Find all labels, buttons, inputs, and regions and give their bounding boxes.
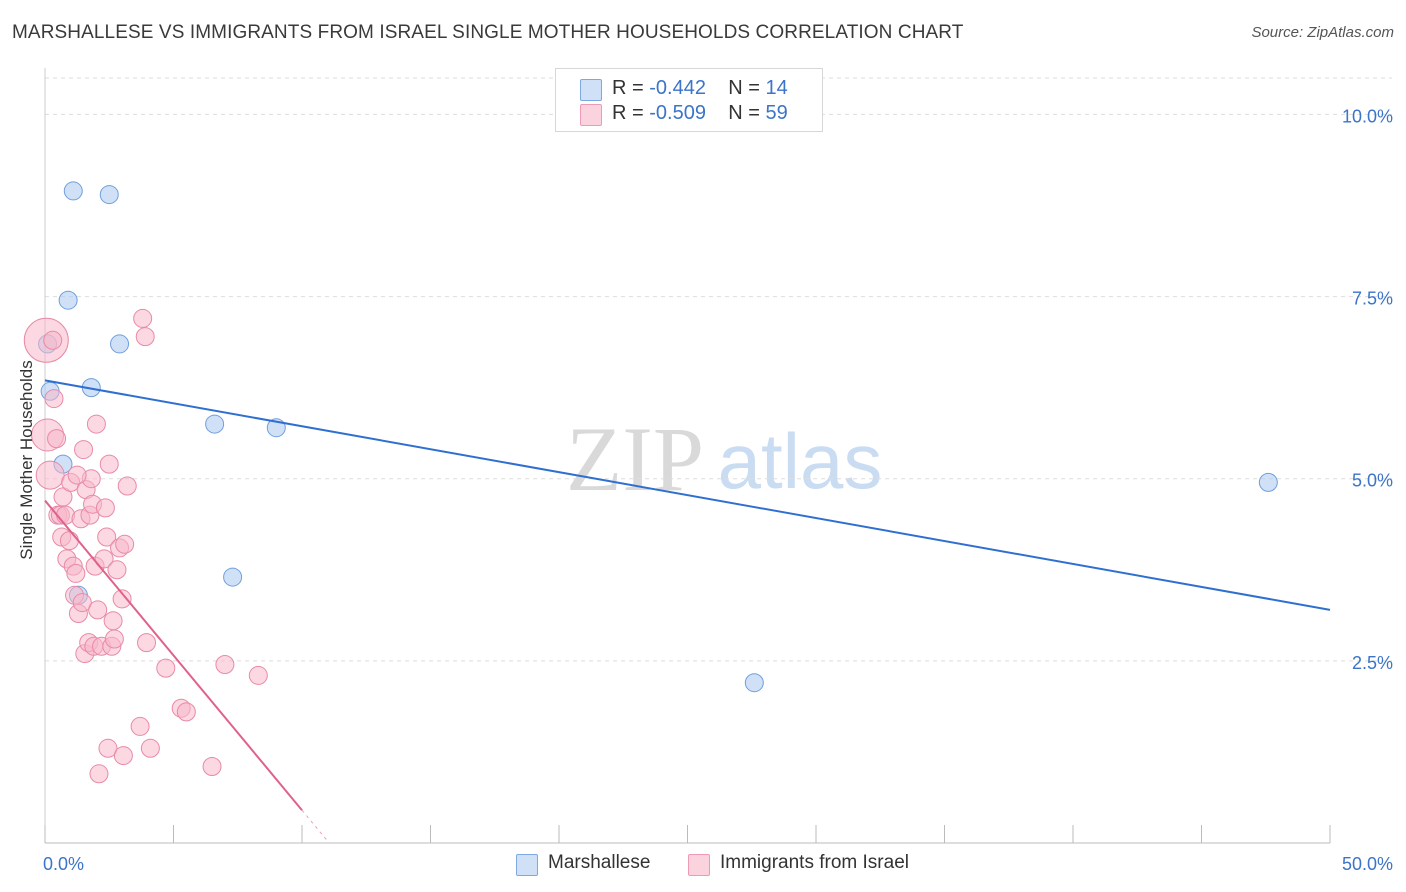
israel-point [115,534,135,554]
legend-swatch-marshallese [516,854,538,876]
israel-point [103,611,123,631]
israel-point [248,665,268,685]
israel-point [43,330,63,350]
israel-trend-line [44,499,303,811]
israel-point [156,658,176,678]
israel-point [202,757,222,776]
legend-swatch-israel [580,104,602,126]
israel-point [35,460,65,490]
series-legend: Marshallese Immigrants from Israel [0,852,1406,878]
y-axis-label: Single Mother Households [17,360,36,560]
israel-point [97,527,117,547]
israel-point [98,738,118,758]
israel-point [113,746,133,766]
legend-n-value: 14 [765,77,788,99]
marshallese-point [99,185,119,205]
israel-point [117,476,137,496]
x-tick-label: 0.0% [43,854,84,874]
israel-point [72,593,92,613]
legend-r-label: R = [612,77,650,99]
legend-label-marshallese: Marshallese [548,852,651,873]
israel-point [137,633,157,653]
correlation-legend: R = -0.442 N = 14 R = -0.509 N = 59 [555,68,823,132]
israel-point [95,498,115,518]
israel-point [89,764,109,784]
chart-title: MARSHALLESE VS IMMIGRANTS FROM ISRAEL SI… [12,22,964,43]
israel-point [47,429,67,449]
israel-point [107,560,127,580]
marshallese-point [58,290,78,310]
israel-point [133,308,153,328]
israel-point [176,702,196,722]
israel-point [140,738,160,758]
marshallese-point [744,673,764,693]
marshallese-point [110,334,130,354]
israel-point [104,629,124,649]
israel-point [99,454,119,474]
legend-n-label: N = [728,77,766,99]
israel-point [67,465,87,485]
israel-point [130,716,150,736]
israel-point [59,531,79,551]
israel-point [135,327,155,347]
source-credit: Source: ZipAtlas.com [1251,24,1394,41]
legend-r-value: -0.509 [649,102,706,124]
israel-point [44,389,64,409]
israel-trend-line-extension [301,809,329,842]
legend-n-label: N = [728,102,766,124]
x-tick-label: 50.0% [1342,854,1393,874]
marshallese-point [1258,472,1278,492]
legend-label-israel: Immigrants from Israel [720,852,909,873]
y-tick-label: 7.5% [1352,289,1393,309]
israel-point [94,549,114,569]
legend-swatch-marshallese [580,79,602,101]
legend-n-value: 59 [765,102,788,124]
y-tick-label: 10.0% [1342,106,1393,126]
legend-r-value: -0.442 [649,77,706,99]
marshallese-point [223,567,243,587]
israel-point [86,414,106,434]
israel-point [215,655,235,674]
marshallese-point [205,414,225,434]
israel-point [74,440,94,460]
israel-point [112,589,132,609]
legend-r-label: R = [612,102,650,124]
y-tick-label: 5.0% [1352,471,1393,491]
legend-swatch-israel [688,854,710,876]
y-tick-label: 2.5% [1352,653,1393,673]
watermark-atlas: atlas [718,417,883,505]
marshallese-point [63,181,83,201]
israel-point [53,487,73,507]
israel-point [66,563,86,583]
israel-point [88,600,108,620]
marshallese-trend-line [44,379,1331,611]
